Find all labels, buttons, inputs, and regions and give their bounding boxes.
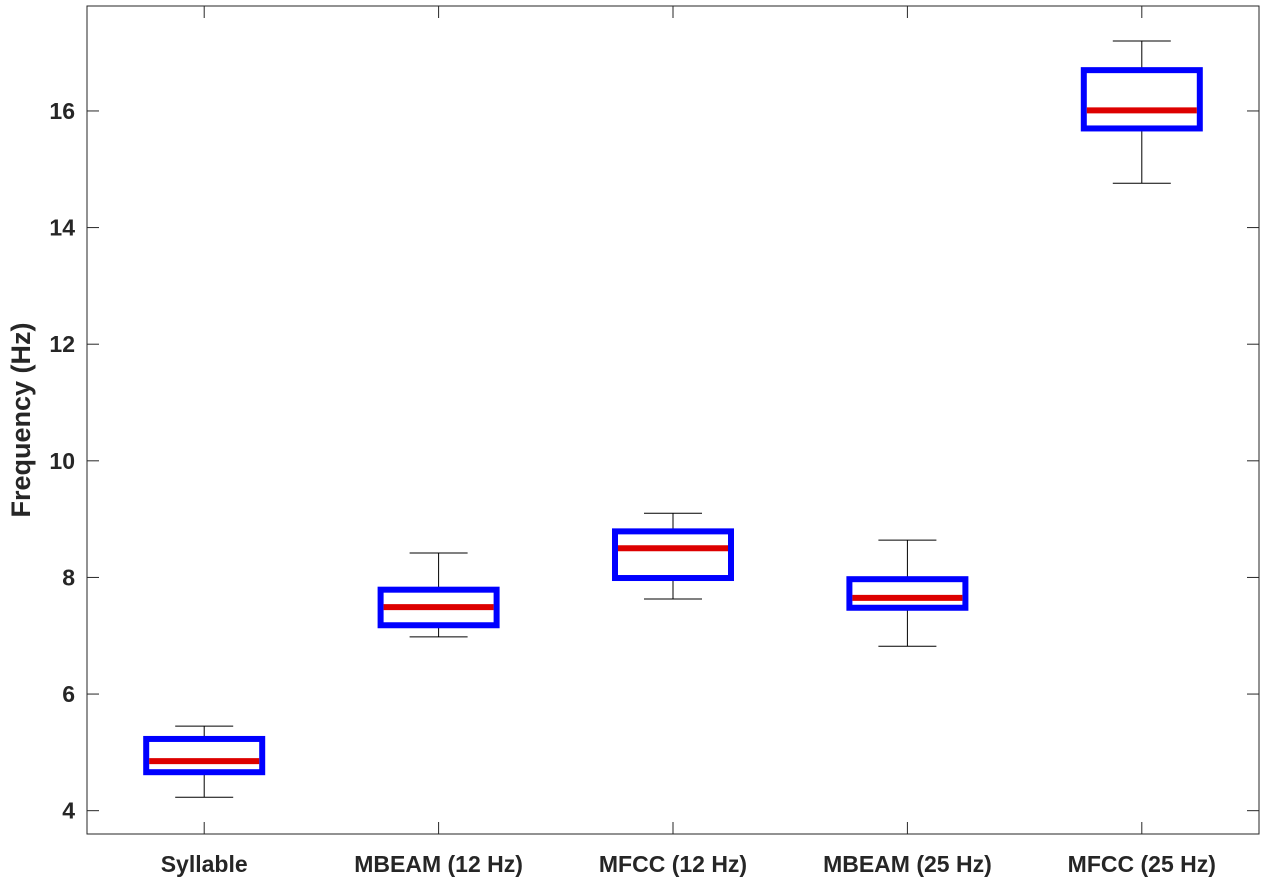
box-rect xyxy=(846,576,969,611)
box-3 xyxy=(612,512,734,600)
y-tick-label: 10 xyxy=(49,448,75,474)
box-5 xyxy=(1080,40,1203,184)
box-marks xyxy=(143,40,1203,798)
y-axis-ticks: 4 6 8 10 12 14 16 xyxy=(49,98,1259,824)
y-tick-label: 14 xyxy=(49,215,75,241)
box-rect xyxy=(612,528,734,582)
y-tick-label: 16 xyxy=(49,98,75,124)
box-rect xyxy=(1080,67,1203,132)
plot-area xyxy=(87,6,1259,834)
box-4 xyxy=(846,539,969,647)
x-tick-label: Syllable xyxy=(161,851,248,877)
y-tick-label: 4 xyxy=(62,798,75,824)
x-tick-label: MBEAM (12 Hz) xyxy=(354,851,523,877)
box-rect xyxy=(143,735,266,776)
y-tick-label: 8 xyxy=(62,564,75,590)
y-tick-label: 12 xyxy=(49,331,75,357)
x-axis-ticks: Syllable MBEAM (12 Hz) MFCC (12 Hz) MBEAM (… xyxy=(161,6,1216,877)
box-1 xyxy=(143,725,266,798)
x-tick-label: MFCC (12 Hz) xyxy=(599,851,747,877)
y-tick-label: 6 xyxy=(62,681,75,707)
x-tick-label: MFCC (25 Hz) xyxy=(1068,851,1216,877)
box-2 xyxy=(377,552,500,638)
box-rect xyxy=(377,586,500,629)
y-axis-label: Frequency (Hz) xyxy=(6,322,36,517)
x-tick-label: MBEAM (25 Hz) xyxy=(823,851,992,877)
